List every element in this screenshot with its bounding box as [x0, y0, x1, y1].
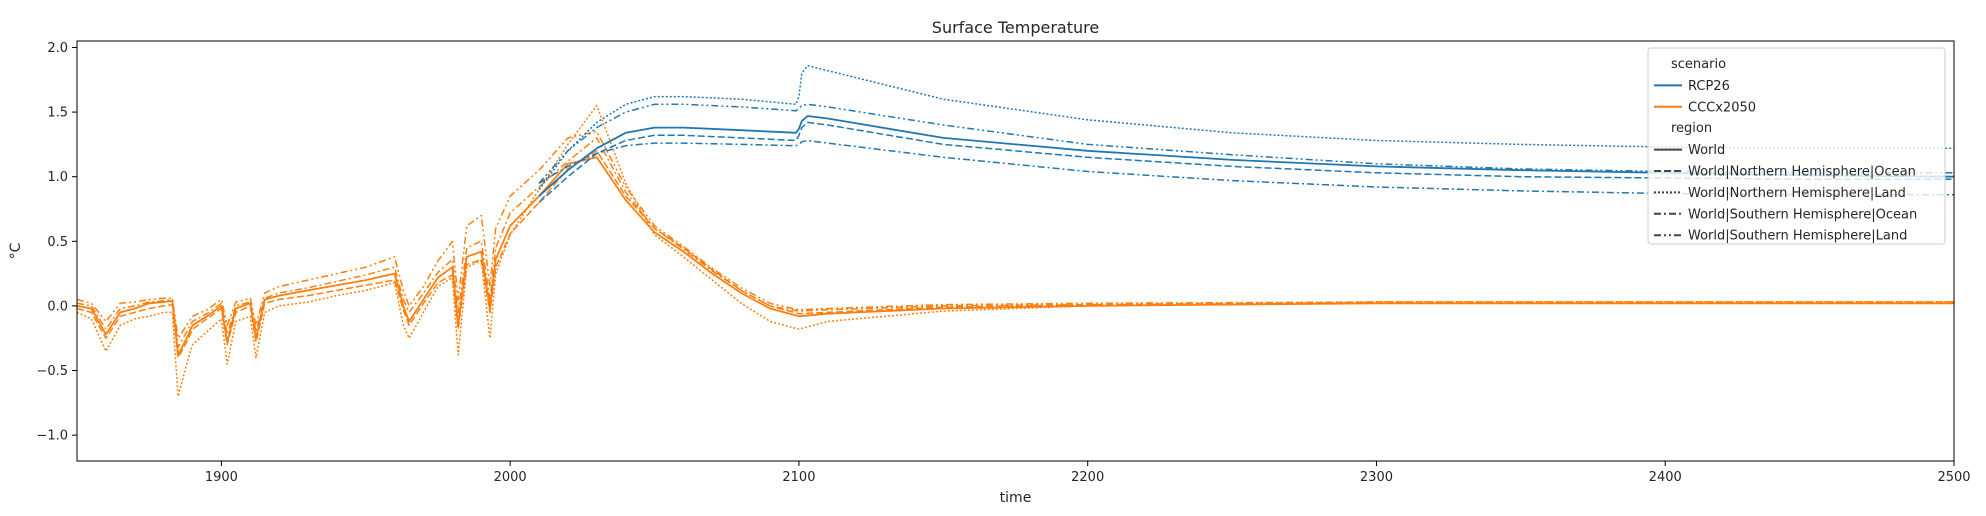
x-tick-label: 1900 — [205, 470, 238, 485]
legend-header-region: region — [1671, 121, 1712, 136]
y-tick-label: −0.5 — [36, 364, 68, 379]
x-tick-label: 2500 — [1937, 470, 1970, 485]
legend-box — [1647, 47, 1946, 245]
series-line-6 — [538, 121, 1954, 204]
y-tick-label: 0.5 — [47, 235, 68, 250]
series-line-2 — [76, 104, 1954, 398]
x-tick-label: 2000 — [494, 470, 527, 485]
ticks-layer: 1900 2000 2100 2200 2300 2400 2500 −1.0 −0.5 0.0 0… — [36, 41, 1970, 485]
legend: scenario RCP26 CCCx2050 region World World|No… — [1647, 47, 1946, 245]
series-line-5 — [538, 115, 1955, 197]
y-axis-label: °C — [8, 242, 24, 259]
legend-entry-scenario: CCCx2050 — [1688, 100, 1756, 115]
legend-entry-region: World|Northern Hemisphere|Ocean — [1688, 165, 1916, 180]
series-line-8 — [538, 139, 1954, 196]
legend-entry-region: World|Northern Hemisphere|Land — [1688, 186, 1906, 201]
y-tick-label: 1.5 — [47, 106, 68, 121]
series-line-9 — [538, 103, 1954, 184]
x-tick-label: 2100 — [782, 470, 815, 485]
x-tick-label: 2200 — [1071, 470, 1104, 485]
x-tick-label: 2400 — [1649, 470, 1682, 485]
x-axis-label: time — [1000, 490, 1032, 506]
series-line-1 — [76, 150, 1954, 359]
y-tick-label: 0.0 — [47, 299, 68, 314]
chart-title: Surface Temperature — [932, 18, 1099, 37]
series-line-4 — [76, 130, 1954, 339]
y-tick-label: −1.0 — [36, 429, 68, 444]
y-tick-label: 1.0 — [47, 170, 68, 185]
legend-entry-region: World|Southern Hemisphere|Land — [1688, 229, 1907, 244]
legend-header-scenario: scenario — [1671, 57, 1726, 72]
y-tick-label: 2.0 — [47, 41, 68, 56]
legend-entry-region: World — [1688, 143, 1725, 158]
legend-entry-region: World|Southern Hemisphere|Ocean — [1688, 207, 1917, 222]
series-line-0 — [76, 156, 1954, 356]
series-layer — [76, 64, 1955, 398]
plot-frame — [76, 40, 1955, 462]
legend-entry-scenario: RCP26 — [1688, 79, 1730, 94]
x-tick-label: 2300 — [1360, 470, 1393, 485]
series-line-3 — [76, 137, 1954, 349]
